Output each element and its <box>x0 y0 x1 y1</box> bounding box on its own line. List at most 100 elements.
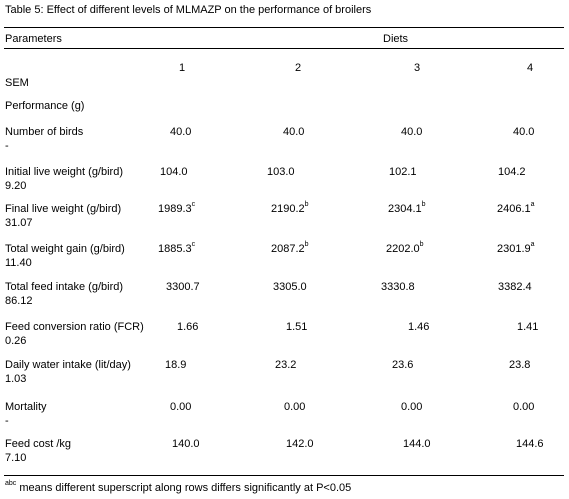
cell-diet-2: 0.00 <box>284 401 305 414</box>
diet-number-3: 3 <box>414 62 421 74</box>
cell-value: 1.66 <box>177 321 199 333</box>
cell-value: 40.0 <box>170 126 192 138</box>
row-sem: 1.03 <box>5 373 27 385</box>
cell-diet-2: 103.0 <box>267 166 295 179</box>
cell-diet-1: 1.66 <box>177 321 198 334</box>
diet-number-2: 2 <box>295 62 302 74</box>
cell-value: 2202.0 <box>386 243 420 255</box>
cell-value: 2406.1 <box>497 203 531 215</box>
significance-superscript: b <box>304 201 309 209</box>
cell-diet-3: 23.6 <box>392 359 413 372</box>
significance-superscript: c <box>191 201 196 209</box>
cell-value: 18.9 <box>165 359 187 371</box>
cell-diet-2: 142.0 <box>286 438 314 451</box>
row-label: Final live weight (g/bird) <box>5 203 122 215</box>
cell-value: 0.00 <box>170 401 192 413</box>
cell-diet-3: 102.1 <box>389 166 417 179</box>
row-sem: 9.20 <box>5 180 27 192</box>
cell-value: 1.51 <box>286 321 308 333</box>
cell-value: 1.46 <box>408 321 430 333</box>
row-label: Total weight gain (g/bird) <box>5 243 125 255</box>
cell-diet-1: 1989.3c <box>158 201 196 216</box>
cell-diet-3: 3330.8 <box>381 281 415 294</box>
cell-diet-3: 2304.1b <box>388 201 426 216</box>
section-title: Performance (g) <box>5 100 85 112</box>
cell-value: 144.6 <box>516 438 544 450</box>
cell-diet-4: 144.6 <box>516 438 544 451</box>
cell-value: 40.0 <box>283 126 305 138</box>
cell-value: 23.8 <box>509 359 531 371</box>
cell-value: 0.00 <box>284 401 306 413</box>
cell-value: 40.0 <box>513 126 535 138</box>
row-label: Daily water intake (lit/day) <box>5 359 131 371</box>
cell-value: 140.0 <box>172 438 200 450</box>
cell-diet-4: 2301.9a <box>497 241 535 256</box>
cell-diet-4: 23.8 <box>509 359 530 372</box>
cell-value: 1.41 <box>517 321 539 333</box>
footnote-text: means different superscript along rows d… <box>16 482 352 494</box>
significance-superscript: b <box>419 241 424 249</box>
row-sem: 11.40 <box>5 257 32 269</box>
footnote-marker: abc <box>5 480 17 488</box>
row-sem: - <box>5 415 9 427</box>
header-sem: SEM <box>5 77 29 89</box>
top-rule <box>4 27 564 28</box>
cell-value: 3300.7 <box>166 281 200 293</box>
cell-diet-1: 140.0 <box>172 438 200 451</box>
cell-value: 0.00 <box>401 401 423 413</box>
cell-value: 0.00 <box>513 401 535 413</box>
cell-value: 103.0 <box>267 166 295 178</box>
cell-value: 142.0 <box>286 438 314 450</box>
cell-value: 1989.3 <box>158 203 192 215</box>
cell-diet-4: 1.41 <box>517 321 538 334</box>
cell-diet-3: 1.46 <box>408 321 429 334</box>
cell-diet-2: 2087.2b <box>271 241 309 256</box>
cell-diet-1: 18.9 <box>165 359 186 372</box>
footnote: abc means different superscript along ro… <box>5 480 352 495</box>
cell-value: 2304.1 <box>388 203 422 215</box>
cell-diet-2: 2190.2b <box>271 201 309 216</box>
row-sem: 0.26 <box>5 335 27 347</box>
cell-diet-1: 104.0 <box>160 166 188 179</box>
cell-value: 1885.3 <box>158 243 192 255</box>
cell-diet-2: 23.2 <box>275 359 296 372</box>
cell-value: 3382.4 <box>498 281 532 293</box>
cell-diet-2: 1.51 <box>286 321 307 334</box>
bottom-rule <box>4 475 564 476</box>
significance-superscript: b <box>421 201 426 209</box>
cell-diet-1: 0.00 <box>170 401 191 414</box>
significance-superscript: a <box>530 201 535 209</box>
cell-diet-3: 0.00 <box>401 401 422 414</box>
cell-diet-4: 0.00 <box>513 401 534 414</box>
cell-diet-3: 144.0 <box>403 438 431 451</box>
header-parameters: Parameters <box>5 33 62 45</box>
header-rule <box>4 48 564 49</box>
header-diets: Diets <box>383 33 409 45</box>
diet-number-4: 4 <box>527 62 534 74</box>
cell-value: 3305.0 <box>273 281 307 293</box>
cell-diet-1: 3300.7 <box>166 281 200 294</box>
row-sem: 86.12 <box>5 295 33 307</box>
significance-superscript: a <box>530 241 535 249</box>
cell-diet-2: 40.0 <box>283 126 304 139</box>
cell-value: 23.2 <box>275 359 297 371</box>
cell-value: 3330.8 <box>381 281 415 293</box>
cell-diet-4: 2406.1a <box>497 201 535 216</box>
cell-diet-4: 3382.4 <box>498 281 532 294</box>
row-label: Feed cost /kg <box>5 438 72 450</box>
cell-value: 144.0 <box>403 438 431 450</box>
cell-value: 104.2 <box>498 166 526 178</box>
row-label: Initial live weight (g/bird) <box>5 166 123 178</box>
cell-value: 40.0 <box>401 126 423 138</box>
cell-diet-1: 1885.3c <box>158 241 195 256</box>
cell-value: 2087.2 <box>271 243 305 255</box>
row-label: Feed conversion ratio (FCR) <box>5 321 144 333</box>
table-caption: Table 5: Effect of different levels of M… <box>5 4 372 16</box>
row-sem: - <box>5 140 9 152</box>
significance-superscript: b <box>304 241 309 249</box>
cell-diet-1: 40.0 <box>170 126 191 139</box>
cell-diet-3: 40.0 <box>401 126 422 139</box>
cell-diet-3: 2202.0b <box>386 241 424 256</box>
row-label: Total feed intake (g/bird) <box>5 281 124 293</box>
diet-number-1: 1 <box>179 62 186 74</box>
